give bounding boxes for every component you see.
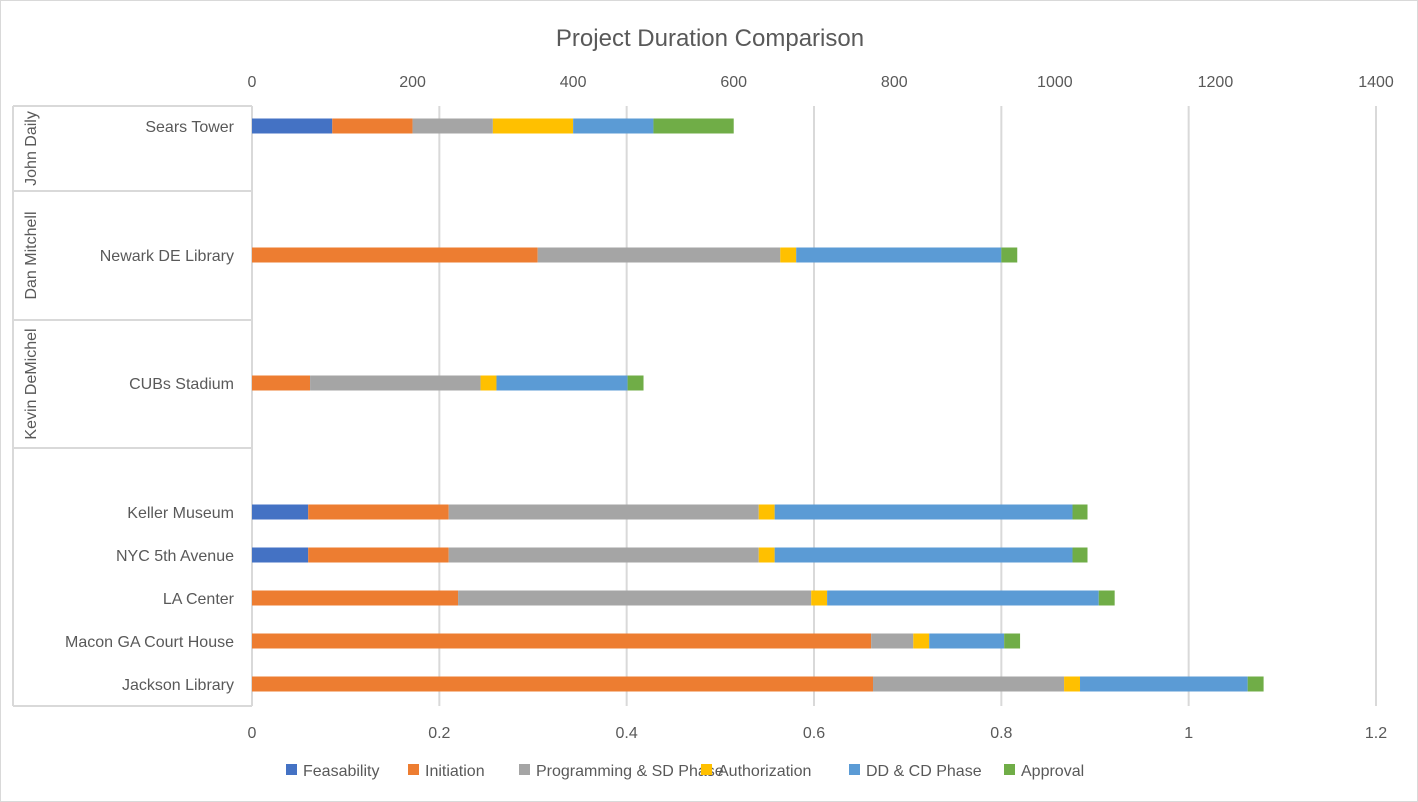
legend-label: Initiation (425, 763, 485, 780)
secondary-axis-tick-label: 200 (399, 74, 426, 91)
bar-segment-initiation (332, 118, 413, 134)
bar-segment-dd-cd-phase (573, 118, 654, 134)
bar-segment-authorization (811, 590, 828, 606)
legend-swatch (1004, 764, 1015, 775)
bar-segment-programming-sd-phase (448, 504, 759, 520)
bar-segment-initiation (308, 504, 449, 520)
bar-segment-approval (653, 118, 734, 134)
legend-label: Approval (1021, 763, 1084, 780)
bar-segment-dd-cd-phase (1080, 676, 1248, 692)
bar-segment-feasability (252, 547, 309, 563)
bar-segment-dd-cd-phase (496, 375, 628, 391)
category-label: CUBs Stadium (129, 376, 234, 393)
bar-segment-approval (627, 375, 644, 391)
bar-segment-approval (1098, 590, 1115, 606)
bar-segment-programming-sd-phase (873, 676, 1065, 692)
bar-segment-programming-sd-phase (310, 375, 481, 391)
primary-axis-tick-label: 0.6 (803, 725, 825, 742)
bar-segment-initiation (252, 375, 311, 391)
primary-axis-tick-label: 0.2 (428, 725, 450, 742)
secondary-axis-tick-label: 1200 (1198, 74, 1234, 91)
category-label: Keller Museum (127, 505, 234, 522)
bar-segment-authorization (758, 504, 775, 520)
bar-segment-initiation (252, 676, 874, 692)
bar-segment-dd-cd-phase (774, 504, 1073, 520)
category-label: Macon GA Court House (65, 634, 234, 651)
legend-label: Feasability (303, 763, 379, 780)
bar-segment-dd-cd-phase (827, 590, 1099, 606)
bar-segment-initiation (252, 633, 872, 649)
bar-segment-approval (1004, 633, 1021, 649)
bar-segment-approval (1001, 247, 1018, 263)
bar-segment-feasability (252, 504, 309, 520)
primary-axis-tick-label: 0.8 (990, 725, 1012, 742)
bar-segment-initiation (252, 590, 459, 606)
bar-segment-dd-cd-phase (774, 547, 1073, 563)
bar-segment-authorization (480, 375, 497, 391)
legend-label: DD & CD Phase (866, 763, 982, 780)
bar-segment-approval (1072, 504, 1088, 520)
bar-segment-authorization (913, 633, 930, 649)
bar-segment-authorization (780, 247, 797, 263)
secondary-axis-tick-label: 400 (560, 74, 587, 91)
bar-segment-programming-sd-phase (871, 633, 914, 649)
bar-segment-approval (1072, 547, 1088, 563)
primary-axis-tick-label: 1.2 (1365, 725, 1387, 742)
category-label: Newark DE Library (100, 248, 234, 265)
category-label: Jackson Library (122, 677, 234, 694)
bar-segment-authorization (758, 547, 775, 563)
secondary-axis-tick-label: 1000 (1037, 74, 1073, 91)
bar-segment-initiation (252, 247, 538, 263)
legend-swatch (408, 764, 419, 775)
legend-swatch (286, 764, 297, 775)
bar-segment-dd-cd-phase (796, 247, 1002, 263)
primary-axis-tick-label: 0.4 (616, 725, 638, 742)
bar-segment-authorization (492, 118, 574, 134)
primary-axis-tick-label: 1 (1184, 725, 1193, 742)
chart-title: Project Duration Comparison (556, 25, 864, 52)
legend-swatch (849, 764, 860, 775)
group-label: Kevin DeMichel (23, 328, 40, 439)
bar-segment-feasability (252, 118, 333, 134)
category-label: LA Center (163, 591, 235, 608)
bar-segment-authorization (1064, 676, 1081, 692)
category-label: NYC 5th Avenue (116, 548, 234, 565)
secondary-axis-tick-label: 600 (720, 74, 747, 91)
secondary-axis-tick-label: 800 (881, 74, 908, 91)
group-label: John Daily (23, 111, 40, 186)
legend-label: Programming & SD Phase (536, 763, 724, 780)
bar-segment-programming-sd-phase (458, 590, 812, 606)
bar-segment-approval (1247, 676, 1264, 692)
bar-segment-programming-sd-phase (448, 547, 759, 563)
primary-axis-tick-label: 0 (248, 725, 257, 742)
bar-segment-programming-sd-phase (412, 118, 493, 134)
secondary-axis-tick-label: 1400 (1358, 74, 1394, 91)
category-label: Sears Tower (145, 119, 234, 136)
secondary-axis-tick-label: 0 (248, 74, 257, 91)
legend-label: Authorization (718, 763, 811, 780)
bar-segment-dd-cd-phase (929, 633, 1005, 649)
group-label: Dan Mitchell (23, 211, 40, 299)
bar-segment-initiation (308, 547, 449, 563)
legend-swatch (701, 764, 712, 775)
bar-segment-programming-sd-phase (537, 247, 781, 263)
legend-swatch (519, 764, 530, 775)
